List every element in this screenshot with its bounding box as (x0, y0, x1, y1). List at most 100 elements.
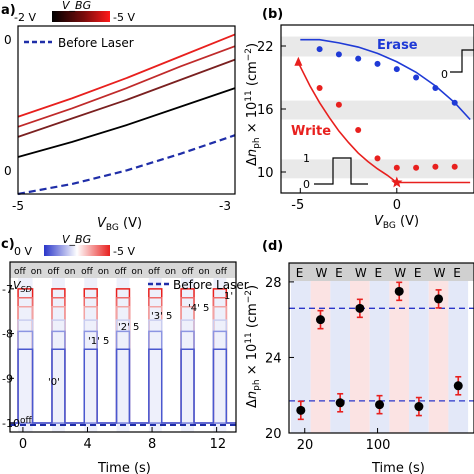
panel-b-band-mid (281, 100, 474, 120)
panel-b-erase-label: Erase (377, 38, 418, 53)
panel-b-erase-point-7 (451, 99, 458, 106)
panel-c-colorbar-title: V_BG (62, 233, 91, 246)
panel-a: a) -2 V V_BG -5 V Before Laser 0 0 -5 -3… (1, 0, 236, 233)
panel-d-ytick-label-0: 20 (265, 427, 282, 442)
panel-a-ytick-top: 0 (4, 33, 12, 47)
panel-b-star-marker (391, 176, 403, 188)
panel-a-xtick-right: -3 (219, 199, 231, 213)
panel-d-stripe-6 (409, 263, 429, 433)
panel-b-erase-point-6 (432, 85, 439, 91)
panel-d-header-label-7: W (434, 266, 446, 280)
panel-c-state-two5: '2' 5 (118, 322, 139, 333)
panel-c-state-three5: '3' 5 (151, 311, 172, 322)
panel-c-onoff-2: off (48, 267, 61, 277)
panel-d-xtick-label-1: 100 (366, 438, 391, 453)
panel-c-trace-5 (10, 348, 236, 424)
panel-d-xtick-label-0: 20 (297, 438, 314, 453)
panel-b-ytick-label-0: 10 (257, 166, 274, 181)
panel-c-colorbar (44, 245, 110, 256)
panel-a-series-2 (17, 58, 236, 138)
panel-b-erase-fit (300, 38, 471, 121)
panel-b-write-point-6 (432, 163, 439, 170)
panel-a-colorbar (52, 11, 110, 22)
panel-a-series-4 (17, 134, 236, 196)
panel-c-header-band (10, 262, 236, 278)
panel-d-ytick-label-2: 28 (265, 276, 282, 291)
panel-b-write-point-3 (374, 155, 381, 162)
panel-c-state-zero: '0' (48, 377, 60, 388)
panel-b-write-point-1 (335, 101, 342, 108)
panel-c-onoff-4: off (81, 267, 94, 277)
panel-c-colorbar-left-label: 0 V (14, 245, 32, 258)
panel-d-header-label-5: W (394, 266, 406, 280)
panel-c-pulse-band-5 (181, 278, 195, 432)
panel-c: c) 0 V V_BG -5 V -7-8-9-100 4 8 12 off on off… (1, 233, 249, 474)
panel-a-series-3 (17, 87, 236, 158)
panel-c-colorbar-right-label: -5 V (113, 245, 135, 258)
panel-b-ytick-label-2: 22 (257, 40, 274, 55)
panel-c-onoff-8: off (148, 267, 161, 277)
panel-c-pulse-band-1 (51, 278, 65, 432)
panel-d-stripe-5 (389, 263, 410, 433)
panel-a-xlabel: VBG (V) (97, 216, 142, 233)
panel-c-xtick-label-1: 4 (83, 437, 91, 452)
panel-d-header-band (289, 263, 474, 281)
panel-d-header-label-6: E (414, 266, 422, 280)
panel-a-ytick-bottom: 0 (4, 164, 12, 178)
panel-c-off-label: off (20, 416, 33, 426)
panel-c-legend-label: Before Laser (173, 278, 249, 292)
panel-d-stripe-8 (448, 263, 469, 433)
panel-d-header-label-2: E (335, 266, 343, 280)
panel-c-state-one5: '1' 5 (88, 336, 109, 347)
panel-b-frame (280, 24, 474, 194)
panel-d-stripe-2 (330, 263, 351, 433)
panel-c-ytick-label-0: -7 (2, 283, 13, 296)
panel-b-inset-bottom-zero: 0 (303, 178, 310, 191)
panel-d-point-7 (434, 294, 444, 304)
panel-d-stripe-7 (428, 263, 449, 433)
panel-a-colorbar-title: V_BG (62, 0, 91, 12)
panel-b-write-point-0 (316, 85, 323, 91)
panel-c-xtick-label-3: 12 (210, 437, 227, 452)
panel-a-plot (17, 33, 236, 196)
panel-d-point-5 (394, 286, 404, 296)
panel-d-ylabel: Δnph × 1011 (cm−2) (244, 285, 262, 408)
panel-c-ytick-label-3: -10 (2, 417, 20, 430)
panel-c-state-four5: '4' 5 (188, 303, 209, 314)
panel-c-onoff-9: on (165, 267, 176, 277)
panel-b-write-point-4 (393, 164, 400, 171)
panel-b-write-point-5 (413, 164, 420, 171)
panel-b-xtick-label-0: -5 (291, 198, 304, 213)
panel-b-label: (b) (262, 7, 283, 22)
panel-b-inset-top-step (450, 49, 474, 73)
panel-b-inset-bottom-pulse (314, 157, 368, 185)
panel-b-erase-point-2 (355, 55, 362, 62)
panel-b-xtick-label-1: 0 (393, 198, 401, 213)
panel-d-point-8 (453, 381, 463, 391)
panel-d-point-0 (296, 405, 306, 415)
panel-d-header-label-8: E (453, 266, 461, 280)
panel-c-state-one-prime: 1' (224, 291, 233, 302)
panel-c-frame (9, 261, 237, 433)
panel-b-erase-point-0 (316, 46, 323, 53)
panel-c-plot: -7 -8 -9 -10 0 4 8 12 (2, 262, 236, 452)
panel-b-inset-bottom-one: 1 (303, 152, 310, 165)
panel-d-header-label-1: W (315, 266, 327, 280)
panel-b-write-label: Write (291, 124, 331, 139)
panel-b-write-point-2 (355, 127, 362, 133)
panel-d-stripe-1 (310, 263, 331, 433)
panel-c-ytick-label-1: -8 (2, 328, 13, 341)
panel-c-onoff-12: off (215, 267, 228, 277)
panel-b-erase-point-3 (374, 60, 381, 67)
panel-c-onoff-3: on (64, 267, 75, 277)
panel-c-pulse-band-2 (84, 278, 98, 432)
panel-c-pulse-band-4 (148, 278, 162, 432)
panel-c-ytick-label-2: -9 (2, 372, 13, 385)
panel-a-legend-label: Before Laser (58, 36, 134, 50)
panel-b-erase-point-1 (335, 51, 342, 58)
